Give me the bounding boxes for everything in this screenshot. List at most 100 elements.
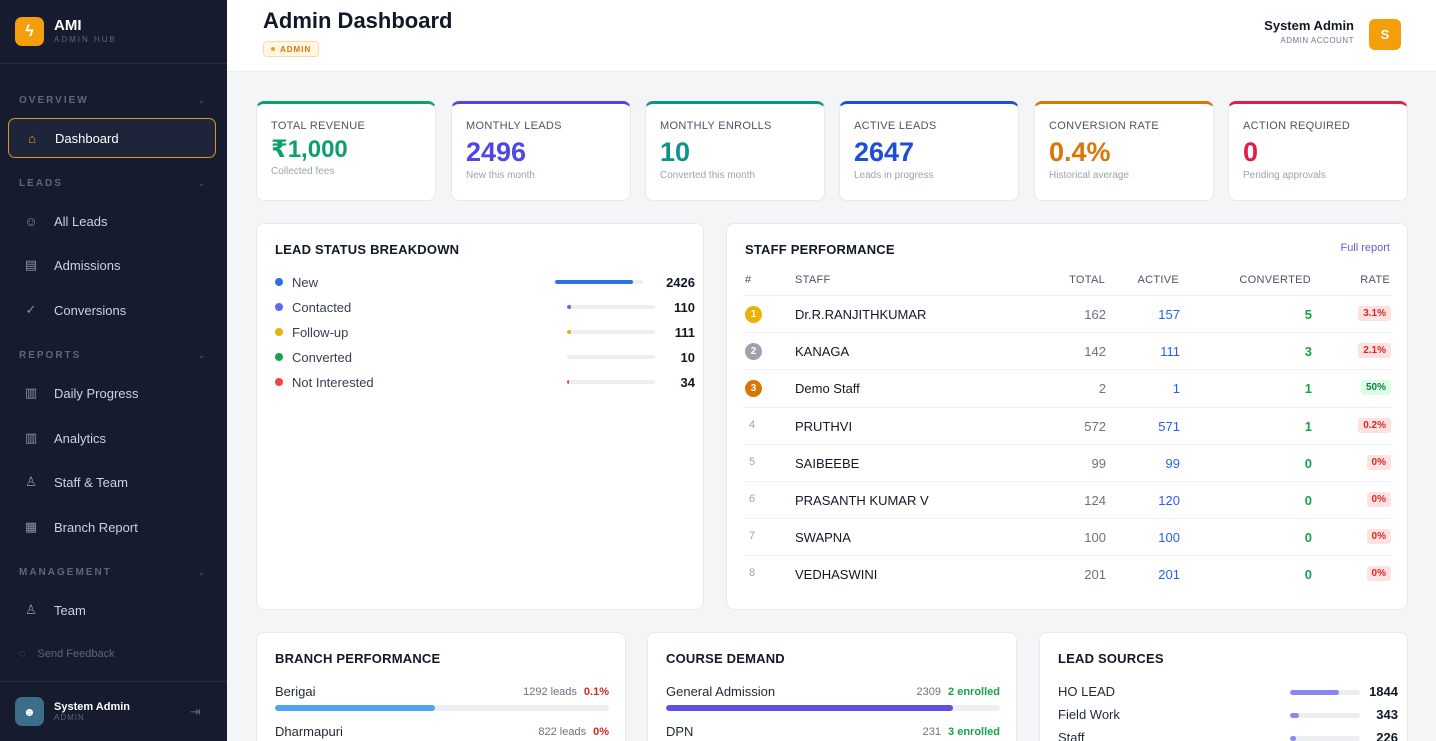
status-count: 2426 [666,274,695,290]
section-reports[interactable]: REPORTS ⌄ [0,345,227,365]
column-header-total: TOTAL [1069,274,1105,286]
course-stats: 231 3 enrolled [923,726,1000,738]
stat-value: ₹1,000 [271,136,348,163]
stat-card[interactable]: CONVERSION RATE 0.4% Historical average [1034,101,1214,201]
staff-name: KANAGA [795,344,850,360]
staff-active: 571 [1158,418,1180,434]
course-demand-panel: COURSE DEMAND General Admission 2309 2 enr… [647,632,1017,741]
section-management[interactable]: MANAGEMENT ⌄ [0,562,227,582]
course-row[interactable]: General Admission 2309 2 enrolled [666,684,1000,720]
home-icon: ⌂ [28,130,36,146]
stat-label: ACTIVE LEADS [854,120,937,132]
chevron-down-icon: ⌄ [197,349,205,360]
source-row[interactable]: Staff 226 [1058,730,1398,741]
avatar: ☻ [15,697,44,726]
sidebar-user[interactable]: ☻ System Admin ADMIN ⇥ [0,681,227,741]
stat-card[interactable]: ACTIVE LEADS 2647 Leads in progress [839,101,1019,201]
source-row[interactable]: Field Work 343 [1058,707,1398,727]
send-feedback-label: Send Feedback [37,648,115,660]
status-row[interactable]: Follow-up 111 [275,322,695,342]
course-progress-fill [666,705,954,711]
table-row[interactable]: 5 SAIBEEBE 99 99 0 0% [745,445,1391,482]
branch-leads: 1292 leads [523,686,577,698]
dot-icon [271,47,275,51]
staff-performance-panel: STAFF PERFORMANCE Full report # STAFF TO… [726,223,1408,610]
sidebar-item-label: Team [54,602,86,618]
status-row[interactable]: Contacted 110 [275,297,695,317]
send-feedback-link[interactable]: ◌ Send Feedback [19,648,115,660]
status-name: Converted [292,349,352,365]
table-row[interactable]: 1 Dr.R.RANJITHKUMAR 162 157 5 3.1% [745,296,1391,333]
sidebar-item-staff-team[interactable]: ♙ Staff & Team [8,462,216,502]
sidebar-item-daily-progress[interactable]: ▥ Daily Progress [8,373,216,413]
stat-card[interactable]: MONTHLY ENROLLS 10 Converted this month [645,101,825,201]
conversion-rate-badge: 0% [1366,566,1391,582]
table-row[interactable]: 7 SWAPNA 100 100 0 0% [745,519,1391,556]
sidebar-item-label: Analytics [54,430,107,446]
table-row[interactable]: 6 PRASANTH KUMAR V 124 120 0 0% [745,482,1391,519]
branch-rate: 0% [593,726,609,738]
row-divider [745,406,1391,408]
stat-card[interactable]: ACTION REQUIRED 0 Pending approvals [1228,101,1408,201]
stat-subtext: Collected fees [271,166,335,177]
table-row[interactable]: 4 PRUTHVI 572 571 1 0.2% [745,408,1391,445]
course-stats: 2309 2 enrolled [917,686,1000,698]
rank-number: 4 [749,418,756,431]
conversion-rate-badge: 0% [1366,454,1391,470]
sidebar: ϟ AMI ADMIN HUB OVERVIEW ⌄ ⌂ Dashboard L… [0,0,227,741]
panel-title: LEAD STATUS BREAKDOWN [275,242,460,257]
sidebar-item-admissions[interactable]: ▤ Admissions [8,245,216,285]
sidebar-item-branch-report[interactable]: ▦ Branch Report [8,507,216,547]
sidebar-item-analytics[interactable]: ▥ Analytics [8,418,216,458]
table-row[interactable]: 8 VEDHASWINI 201 201 0 0% [745,556,1391,593]
header-avatar[interactable]: S [1369,19,1401,50]
status-row[interactable]: Not Interested 34 [275,372,695,392]
header-user-info[interactable]: System Admin ADMIN ACCOUNT [1264,18,1354,45]
source-progress-fill [1290,736,1297,741]
status-dot-icon [275,303,283,311]
header-user-name: System Admin [1264,18,1354,33]
sidebar-item-label: Branch Report [54,519,138,535]
stat-card[interactable]: TOTAL REVENUE ₹1,000 Collected fees [256,101,436,201]
conversion-rate-badge: 3.1% [1358,306,1391,321]
staff-total: 2 [1098,381,1106,397]
row-divider [745,295,1391,296]
staff-converted: 0 [1304,567,1312,583]
bar-chart-icon: ▥ [24,430,38,445]
sidebar-item-dashboard[interactable]: ⌂ Dashboard [8,118,216,158]
staff-active: 120 [1158,493,1180,508]
staff-total: 100 [1084,530,1106,546]
status-row[interactable]: New 2426 [275,272,695,292]
source-progress-bar [1290,713,1360,718]
status-row[interactable]: Converted 10 [275,347,695,367]
staff-active: 100 [1158,530,1180,546]
source-count: 1844 [1369,684,1398,699]
status-dot-icon [275,328,283,336]
column-header-converted: CONVERTED [1239,274,1311,286]
source-row[interactable]: HO LEAD 1844 [1058,684,1398,704]
staff-total: 162 [1084,307,1106,322]
table-row[interactable]: 3 Demo Staff 2 1 1 50% [745,370,1391,407]
status-progress-fill [567,380,569,384]
sidebar-item-team[interactable]: ♙ Team [8,590,216,630]
logout-icon[interactable]: ⇥ [190,704,201,719]
branch-row[interactable]: Dharmapuri 822 leads 0% [275,724,609,741]
stat-value: 0.4% [1049,137,1111,167]
sidebar-item-conversions[interactable]: ✓ Conversions [8,290,216,330]
table-row[interactable]: 2 KANAGA 142 111 3 2.1% [745,333,1391,370]
stat-card[interactable]: MONTHLY LEADS 2496 New this month [451,101,631,201]
course-row[interactable]: DPN 231 3 enrolled [666,724,1000,741]
section-leads[interactable]: LEADS ⌄ [0,173,227,193]
branch-progress-fill [275,705,436,711]
section-overview[interactable]: OVERVIEW ⌄ [0,90,227,110]
chat-icon: ◌ [19,648,26,660]
staff-name: PRASANTH KUMAR V [795,493,929,508]
brand[interactable]: ϟ AMI ADMIN HUB [0,0,227,64]
sidebar-item-all-leads[interactable]: ☺ All Leads [8,201,216,241]
branch-row[interactable]: Berigai 1292 leads 0.1% [275,684,609,720]
users-icon: ☺ [24,213,38,229]
course-name: General Admission [666,684,776,699]
panel-title: LEAD SOURCES [1058,651,1164,666]
conversion-rate-badge: 0% [1366,492,1391,507]
full-report-link[interactable]: Full report [1340,242,1390,254]
